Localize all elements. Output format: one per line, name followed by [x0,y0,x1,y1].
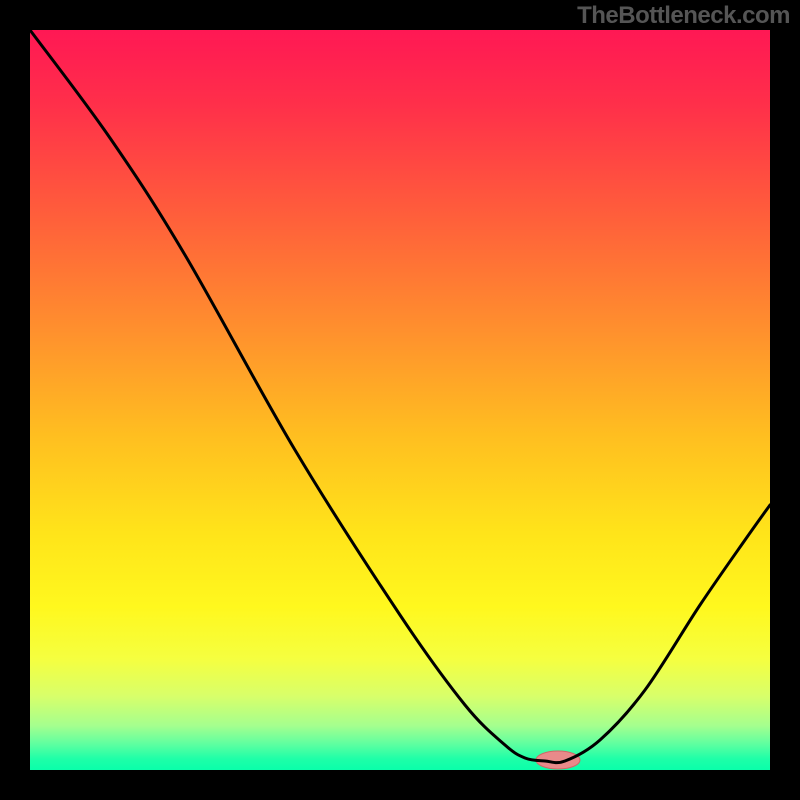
chart-container: TheBottleneck.com [0,0,800,800]
watermark-text: TheBottleneck.com [577,2,790,30]
chart-svg [0,0,800,800]
gradient-background [30,30,770,770]
